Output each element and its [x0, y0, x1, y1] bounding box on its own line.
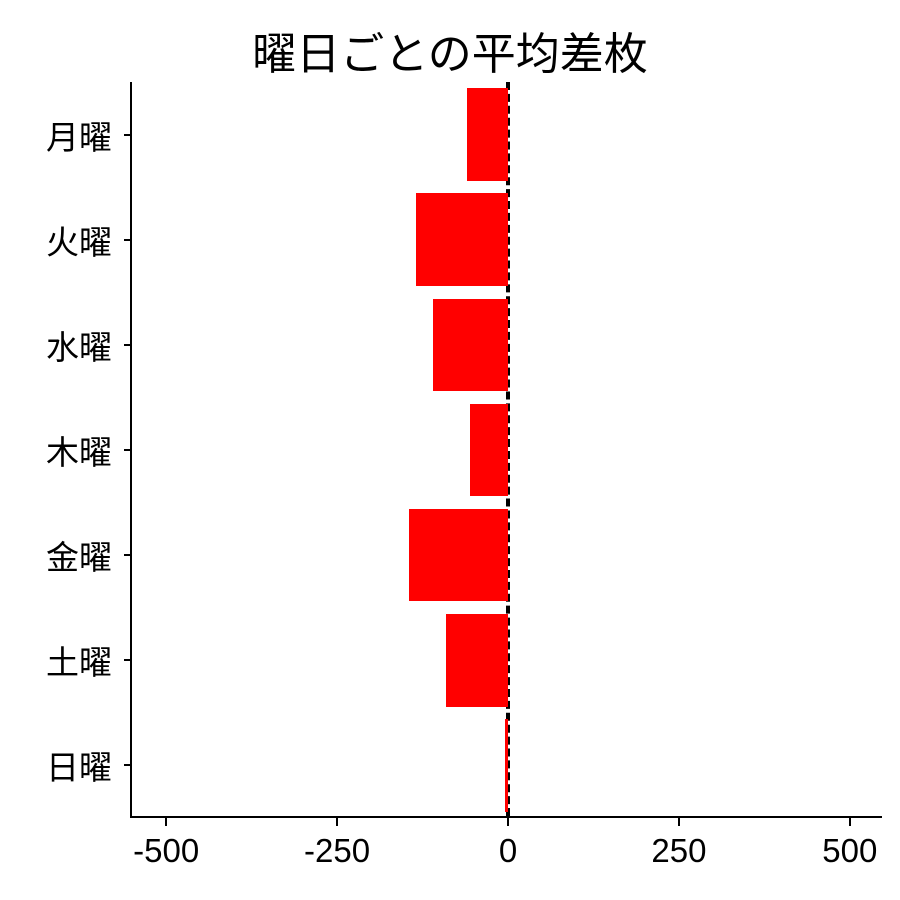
y-tick: [124, 239, 132, 241]
bar: [409, 509, 508, 602]
y-tick: [124, 659, 132, 661]
y-axis-label: 水曜: [0, 321, 112, 369]
x-axis-label: 500: [822, 832, 877, 870]
y-tick: [124, 764, 132, 766]
y-axis-label: 木曜: [0, 426, 112, 474]
bar: [470, 404, 508, 497]
bar: [433, 299, 508, 392]
bar: [467, 88, 508, 181]
bar: [446, 614, 508, 707]
y-axis-label: 月曜: [0, 111, 112, 159]
x-axis-label: 0: [499, 832, 517, 870]
x-tick: [336, 818, 338, 826]
bar: [416, 193, 508, 286]
y-tick: [124, 554, 132, 556]
y-axis-label: 火曜: [0, 216, 112, 264]
plot-area: 月曜火曜水曜木曜金曜土曜日曜-500-2500250500: [130, 82, 882, 818]
y-tick: [124, 134, 132, 136]
y-tick: [124, 344, 132, 346]
x-tick: [507, 818, 509, 826]
chart-title: 曜日ごとの平均差枚: [0, 18, 900, 82]
x-tick: [165, 818, 167, 826]
chart-container: 曜日ごとの平均差枚 月曜火曜水曜木曜金曜土曜日曜-500-2500250500: [0, 0, 900, 900]
x-tick: [849, 818, 851, 826]
bar: [505, 719, 508, 812]
y-axis-label: 金曜: [0, 531, 112, 579]
x-tick: [678, 818, 680, 826]
y-tick: [124, 449, 132, 451]
y-axis-label: 日曜: [0, 741, 112, 789]
x-axis-label: -250: [304, 832, 370, 870]
x-axis-label: -500: [133, 832, 199, 870]
y-axis-label: 土曜: [0, 636, 112, 684]
x-axis-label: 250: [651, 832, 706, 870]
